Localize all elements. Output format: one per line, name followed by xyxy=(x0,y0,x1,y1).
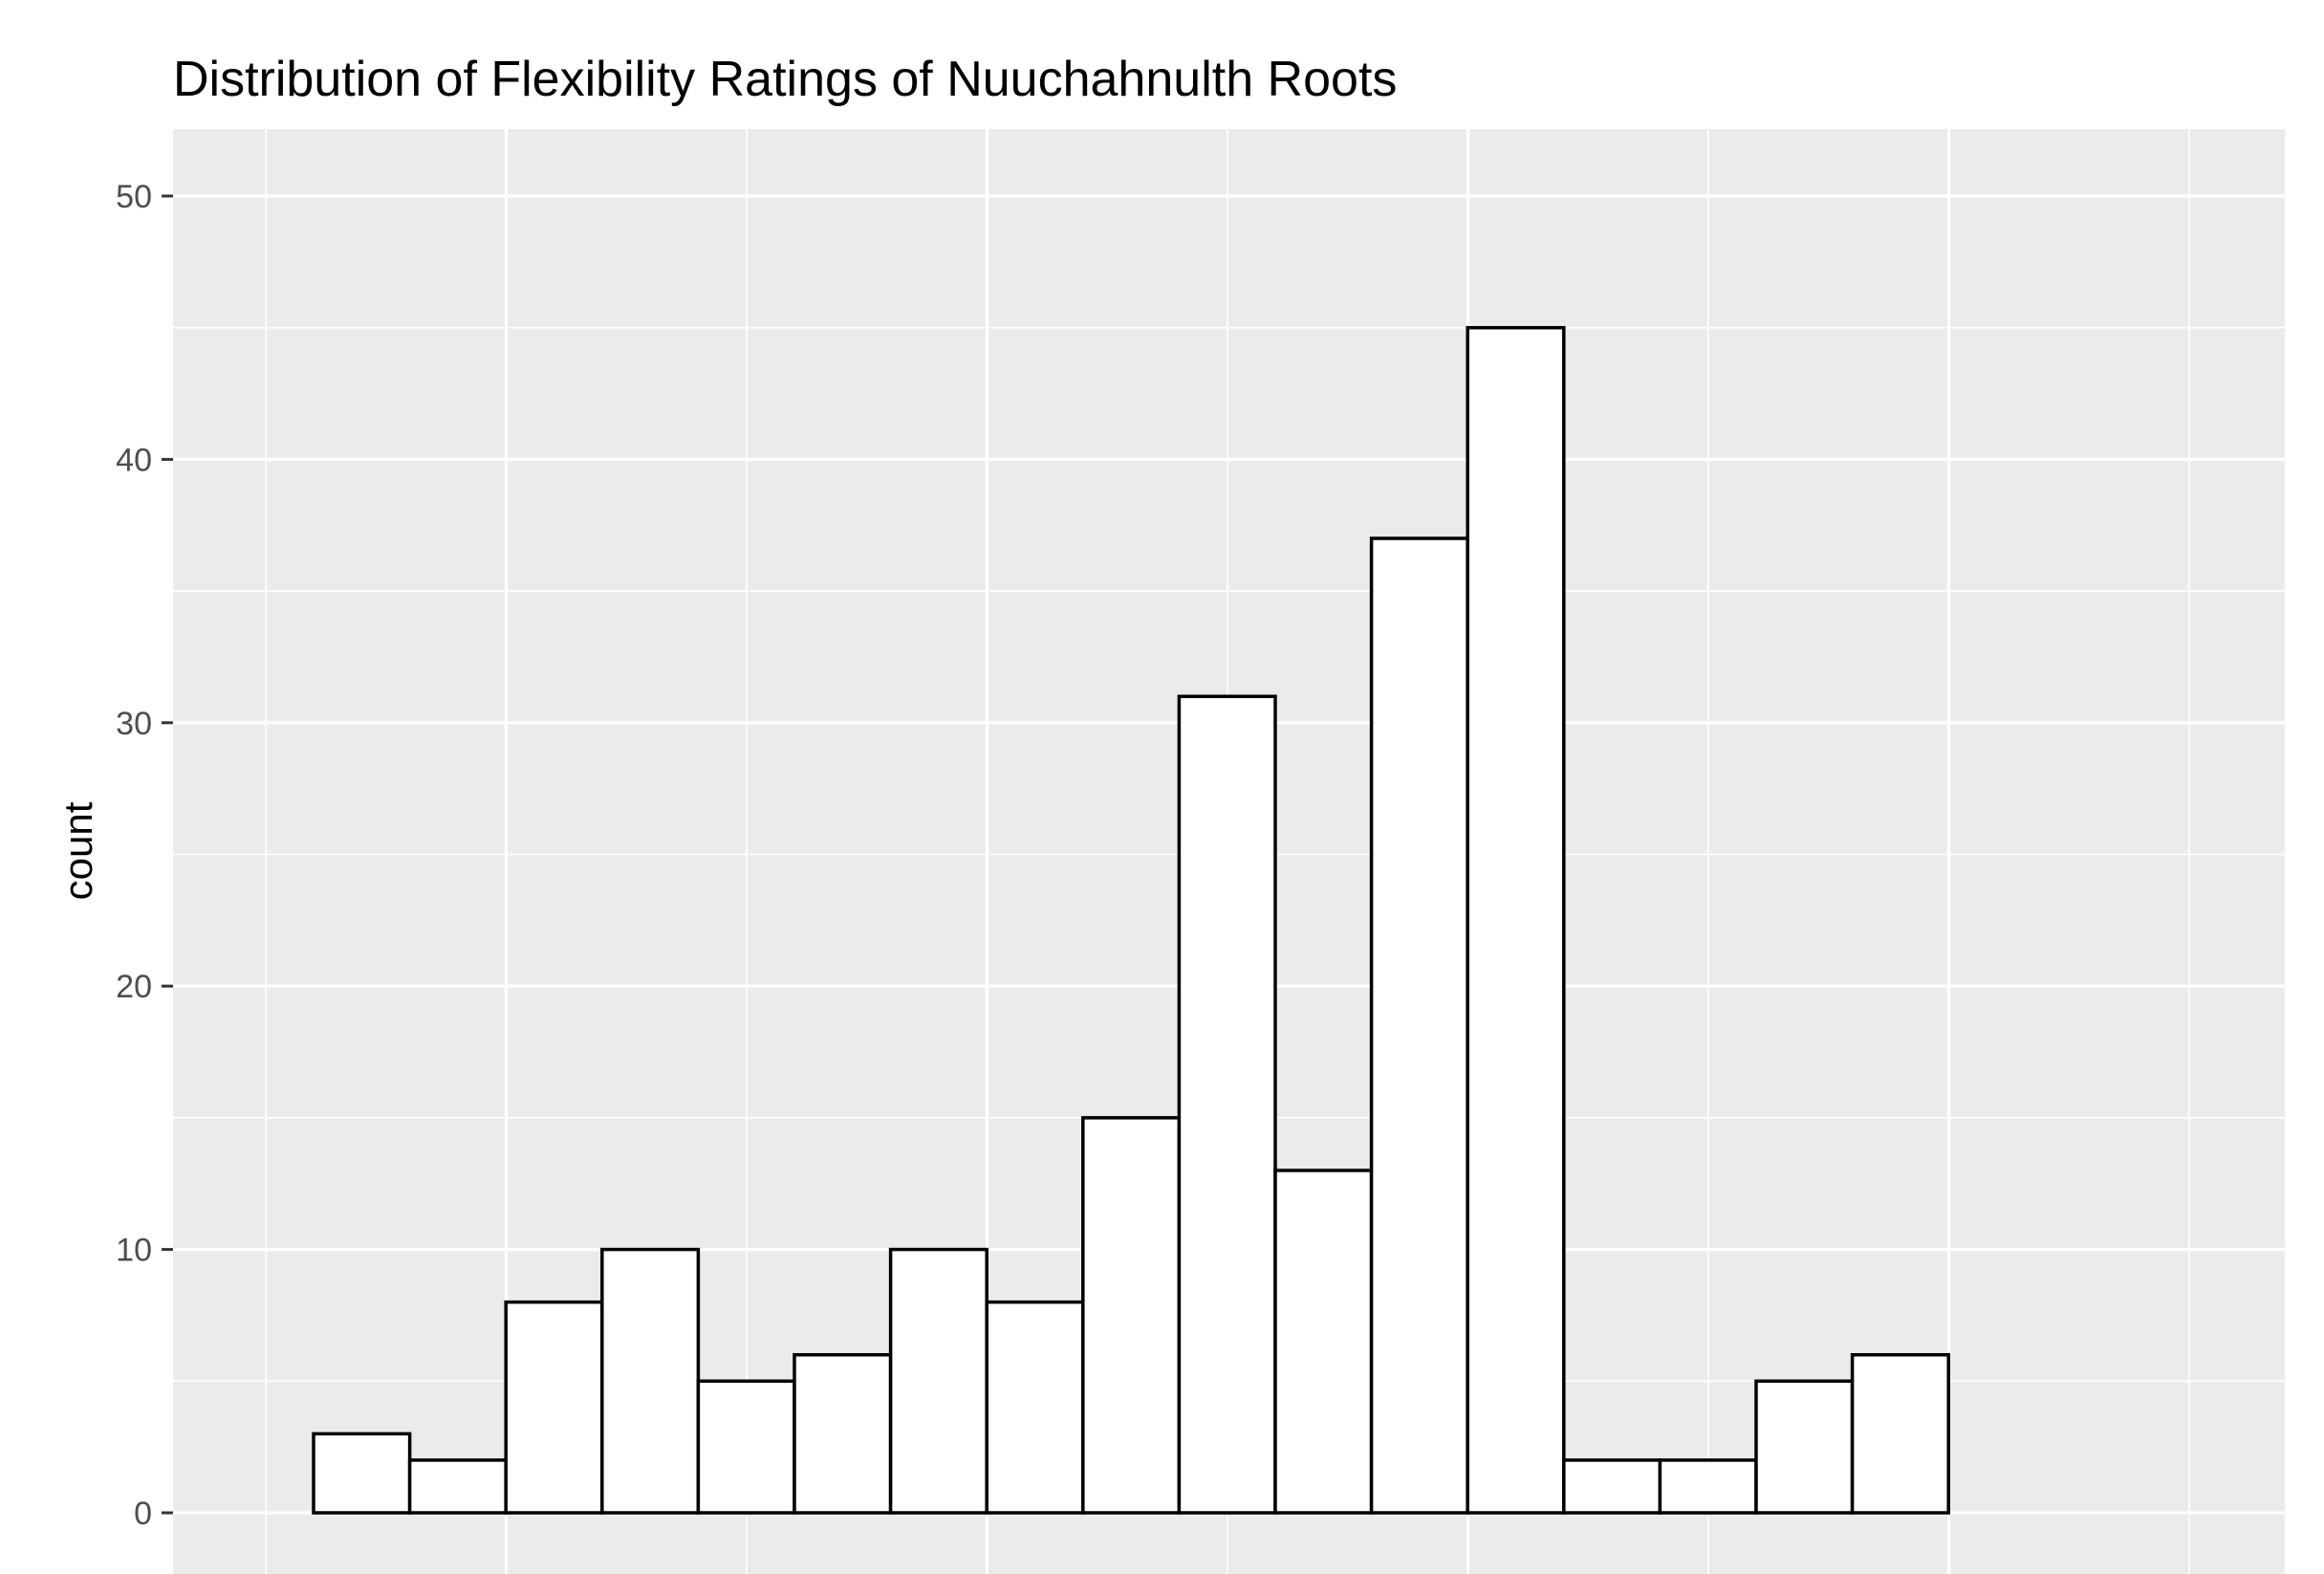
chart-title: Distribution of Flexibility Ratings of N… xyxy=(173,52,1397,107)
histogram-bar xyxy=(888,1247,988,1515)
y-tick-label: 10 xyxy=(116,1233,152,1269)
y-axis-title: count xyxy=(55,801,100,900)
histogram-bar xyxy=(1850,1353,1950,1515)
histogram-bar xyxy=(312,1432,412,1515)
histogram-bar xyxy=(1177,694,1277,1515)
histogram-bar xyxy=(1754,1379,1855,1515)
y-tick-label: 40 xyxy=(116,442,152,478)
histogram-bar xyxy=(793,1353,893,1515)
histogram-bar xyxy=(985,1300,1085,1515)
histogram-bar xyxy=(504,1300,604,1515)
y-tick-label: 0 xyxy=(134,1496,152,1532)
y-tick-label: 20 xyxy=(116,969,152,1005)
histogram-bar xyxy=(1562,1458,1662,1515)
bars xyxy=(312,325,1950,1515)
y-tick-label: 30 xyxy=(116,706,152,742)
histogram-bar xyxy=(600,1247,701,1515)
gridlines xyxy=(173,129,2285,1574)
histogram-bar xyxy=(1273,1169,1374,1515)
y-tick-label: 50 xyxy=(116,179,152,215)
y-axis: 0 10 20 30 40 50 xyxy=(116,179,173,1532)
histogram-bar xyxy=(1466,325,1566,1515)
histogram-bar xyxy=(407,1458,508,1515)
histogram-bar xyxy=(1658,1458,1758,1515)
histogram-bar xyxy=(1369,536,1469,1515)
histogram-bar xyxy=(1081,1116,1182,1515)
histogram-bar xyxy=(696,1379,796,1515)
